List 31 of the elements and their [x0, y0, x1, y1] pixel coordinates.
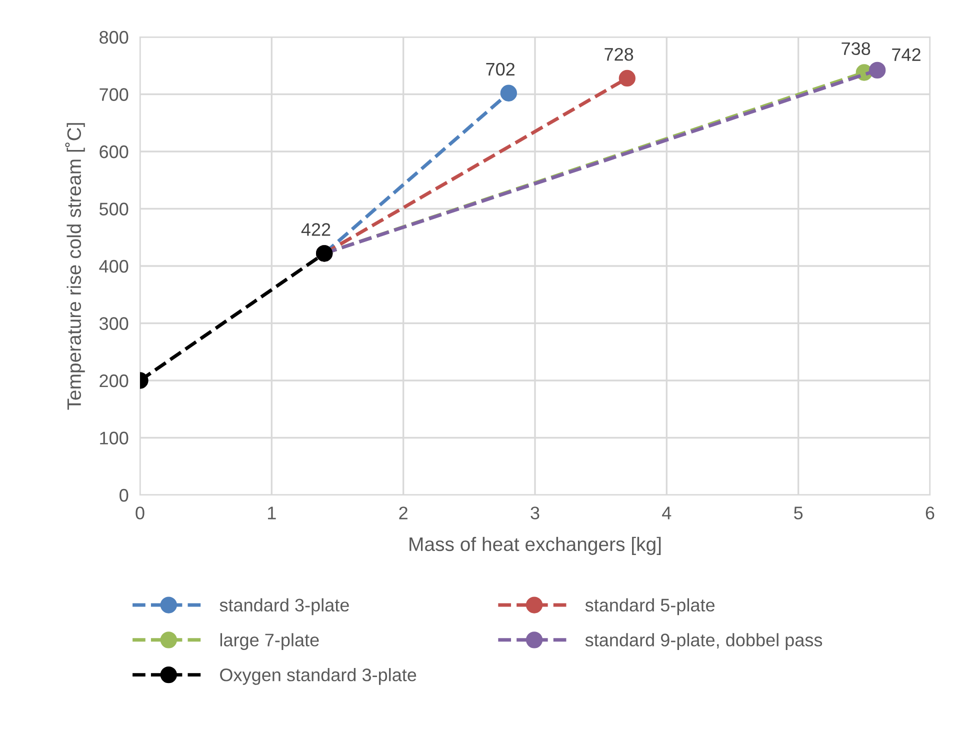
y-tick-label: 600: [100, 145, 128, 158]
y-tick-label: 700: [100, 88, 128, 101]
point: [500, 84, 517, 102]
y-tick-label: 300: [99, 317, 128, 330]
legend-label: Oxygen standard 3-plate: [220, 668, 416, 685]
legend-label: standard 3-plate: [220, 598, 349, 616]
data-label: 728: [604, 48, 634, 61]
y-tick-label: 100: [100, 432, 128, 444]
x-tick-label: 1: [268, 506, 276, 520]
legend-label: standard 9-plate, dobbel pass: [585, 633, 822, 650]
x-tick-label: 5: [794, 506, 803, 520]
data-label: 742: [892, 48, 920, 61]
legend-label: standard 5-plate: [585, 598, 715, 616]
x-axis-title: Mass of heat exchangers [kg]: [410, 536, 661, 555]
y-tick-label: 0: [120, 488, 128, 502]
y-tick-label: 400: [99, 260, 128, 273]
x-tick-label: 2: [399, 506, 408, 520]
point: [618, 70, 636, 87]
y-tick-label: 800: [100, 30, 128, 44]
data-label: 422: [301, 223, 330, 236]
x-tick-label: 0: [136, 506, 144, 520]
y-tick-label: 500: [99, 202, 128, 216]
point: [869, 62, 886, 79]
y-tick-label: 200: [100, 374, 128, 388]
y-axis-title: Temperature rise cold stream [˚C]: [65, 123, 85, 410]
x-tick-label: 3: [530, 506, 540, 520]
legend-label: large 7-plate: [220, 633, 319, 650]
data-label: 738: [842, 42, 870, 56]
x-tick-label: 6: [926, 506, 934, 520]
data-label: 702: [486, 62, 514, 76]
x-tick-label: 4: [662, 506, 672, 520]
